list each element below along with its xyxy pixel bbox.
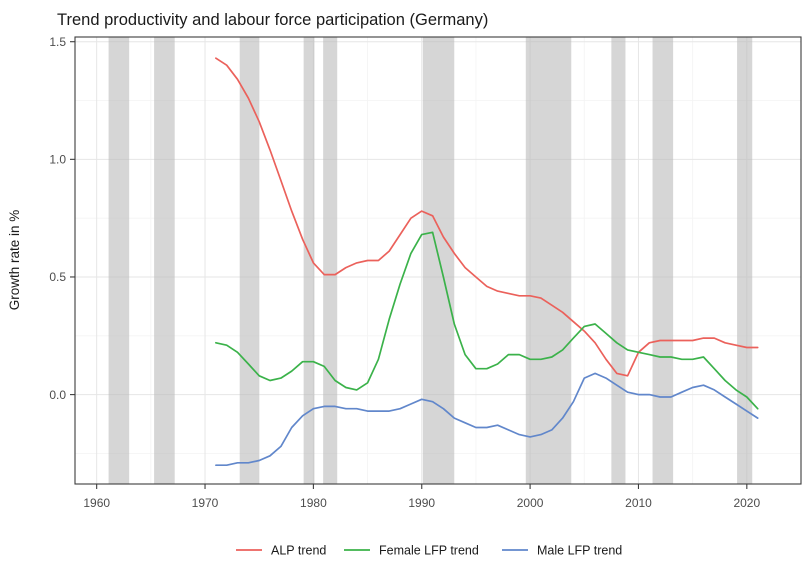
legend-label-alp-trend: ALP trend — [271, 544, 326, 558]
x-tick-label: 1980 — [300, 496, 327, 510]
x-tick-label: 1960 — [83, 496, 110, 510]
alp-trend-line — [215, 57, 759, 377]
recession-band — [239, 37, 260, 484]
recession-band — [323, 37, 338, 484]
y-axis-label: Growth rate in % — [7, 210, 22, 311]
x-tick-label: 2020 — [733, 496, 760, 510]
y-tick-label: 0.0 — [49, 388, 66, 402]
legend-item-female-lfp-trend: Female LFP trend — [344, 544, 479, 558]
recession-band — [652, 37, 674, 484]
x-tick-label: 1990 — [408, 496, 435, 510]
y-tick-label: 0.5 — [49, 270, 66, 284]
chart-title: Trend productivity and labour force part… — [57, 11, 488, 29]
axis-ticks-layer — [70, 41, 748, 489]
legend-label-female-lfp-trend: Female LFP trend — [379, 544, 479, 558]
legend-label-male-lfp-trend: Male LFP trend — [537, 544, 622, 558]
legend-item-male-lfp-trend: Male LFP trend — [502, 544, 622, 558]
legend-item-alp-trend: ALP trend — [236, 544, 326, 558]
recession-band — [303, 37, 315, 484]
recession-band — [737, 37, 753, 484]
x-tick-label: 2000 — [517, 496, 544, 510]
recession-band — [108, 37, 130, 484]
recession-band — [611, 37, 626, 484]
recession-band — [154, 37, 175, 484]
recession-bands-layer — [108, 37, 753, 484]
y-tick-labels: 1.5 1.0 0.5 0.0 — [49, 35, 66, 402]
x-tick-label: 1970 — [192, 496, 219, 510]
y-tick-label: 1.0 — [49, 153, 66, 167]
legend: ALP trend Female LFP trend Male LFP tren… — [236, 544, 622, 558]
x-tick-label: 2010 — [625, 496, 652, 510]
y-tick-label: 1.5 — [49, 35, 66, 49]
x-tick-labels: 1960 1970 1980 1990 2000 2010 2020 — [83, 496, 760, 510]
male-lfp-trend-line — [215, 372, 759, 467]
female-lfp-trend-line — [215, 231, 759, 410]
recession-band — [525, 37, 572, 484]
plot-panel-border — [74, 36, 802, 485]
